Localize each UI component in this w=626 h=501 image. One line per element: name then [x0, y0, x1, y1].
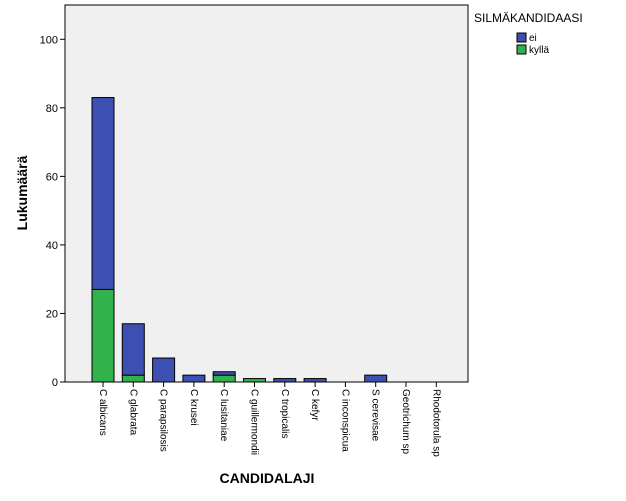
y-tick-label: 100 — [40, 34, 58, 46]
y-tick-label: 40 — [46, 240, 58, 252]
x-category-label: C albicans — [97, 389, 108, 436]
x-category-label: C inconspicua — [339, 389, 350, 452]
x-category-label: C lusitaniae — [218, 389, 229, 442]
x-category-label: C kefyr — [309, 389, 320, 421]
legend-swatch-kylla — [516, 44, 527, 55]
y-tick-label: 60 — [46, 171, 58, 183]
x-category-label: C tropicalis — [279, 389, 290, 438]
x-category-label: Rhodotorula sp — [430, 389, 441, 457]
bars — [91, 97, 388, 383]
bar-segment-kylla — [121, 374, 145, 383]
bar-segment-kylla — [212, 374, 236, 383]
legend-title: SILMÄKANDIDAASI — [474, 11, 583, 25]
legend-swatch-ei — [516, 32, 527, 43]
x-category-label: C glabrata — [127, 389, 138, 436]
x-category-label: S cerevisae — [370, 389, 381, 442]
bar-segment-ei — [121, 323, 145, 376]
x-category-label: C guillermondii — [249, 389, 260, 455]
x-axis: C albicans C glabrata C parapsilosis C krus… — [97, 382, 441, 457]
legend-label-kylla: kyllä — [529, 45, 549, 56]
y-tick-label: 0 — [52, 377, 58, 389]
bar-segment-ei — [91, 97, 115, 290]
x-axis-title: CANDIDALAJI — [220, 470, 315, 486]
bar-segment-ei — [364, 374, 388, 383]
legend-label-ei: ei — [529, 33, 537, 44]
bar-segment-ei — [212, 371, 236, 376]
bar-segment-kylla — [243, 378, 266, 383]
bar-segment-ei — [182, 374, 206, 383]
bar-segment-ei — [152, 357, 176, 383]
x-category-label: C parapsilosis — [158, 389, 169, 452]
plot-area — [64, 4, 469, 383]
x-category-label: C krusei — [188, 389, 199, 426]
x-category-label: Geotrichum sp — [400, 389, 411, 454]
y-axis: 0 20 40 60 80 100 — [40, 34, 65, 389]
bar-segment-ei — [303, 378, 327, 383]
y-tick-label: 80 — [46, 103, 58, 115]
y-tick-label: 20 — [46, 308, 58, 320]
y-axis-title: Lukumäärä — [14, 155, 30, 230]
bar-segment-ei — [273, 378, 297, 383]
bar-segment-kylla — [91, 288, 115, 383]
